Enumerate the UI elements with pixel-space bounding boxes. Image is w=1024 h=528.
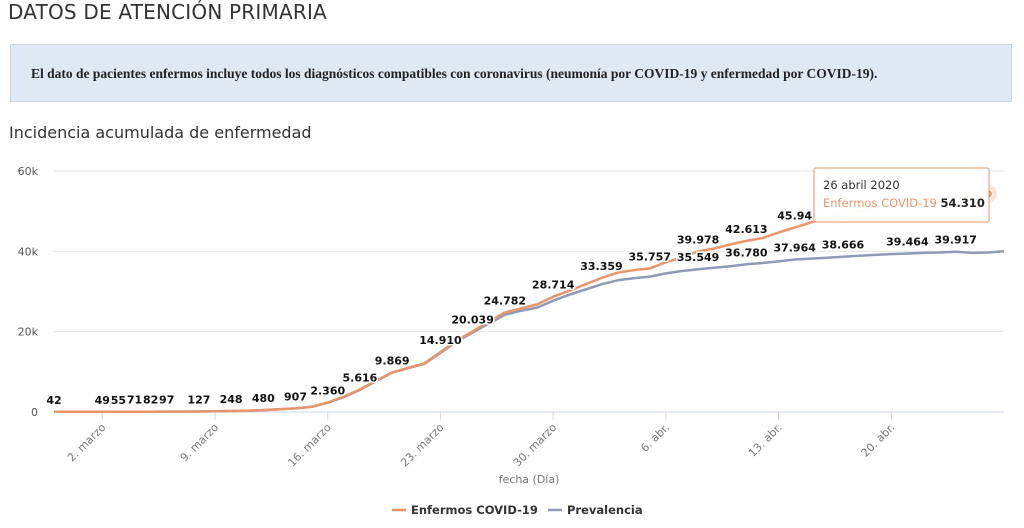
data-label: 35.757: [629, 250, 671, 263]
data-label: 36.780: [725, 246, 768, 259]
data-label: 24.782: [484, 294, 526, 307]
data-label: 49: [95, 394, 110, 407]
data-label: 28.714: [532, 279, 575, 292]
data-label: 14.910: [419, 334, 462, 347]
y-tick-label: 40k: [18, 245, 39, 258]
tooltip-date: 26 abril 2020: [823, 178, 900, 192]
x-tick-label: 30. marzo: [511, 421, 560, 470]
chart-title: Incidencia acumulada de enfermedad: [9, 123, 312, 142]
x-tick-label: 23. marzo: [398, 421, 447, 470]
page-title: DATOS DE ATENCIÓN PRIMARIA: [8, 0, 327, 24]
data-label: 5.616: [343, 371, 378, 384]
data-label: 38.666: [822, 239, 865, 252]
data-label: 42.613: [725, 223, 767, 236]
x-tick-label: 13. abr.: [746, 421, 785, 460]
tooltip-value: 54.310: [941, 196, 985, 210]
data-label: 45.94: [777, 209, 812, 222]
x-tick-label: 9. marzo: [178, 421, 222, 465]
data-label: 33.359: [580, 260, 622, 273]
x-tick-label: 20. abr.: [859, 421, 898, 460]
x-axis-title: fecha (Día): [499, 473, 560, 486]
y-tick-label: 60k: [18, 165, 39, 178]
data-label: 55: [111, 394, 126, 407]
data-label: 2.360: [310, 385, 345, 398]
y-tick-label: 0: [31, 406, 38, 419]
data-label: 37.964: [773, 242, 816, 255]
data-label: 71: [127, 394, 142, 407]
tooltip-box: [813, 167, 990, 223]
legend-label: Enfermos COVID-19: [411, 503, 538, 517]
data-label: 39.464: [886, 235, 929, 248]
legend-item-enfermos[interactable]: Enfermos COVID-19: [392, 503, 538, 517]
legend-item-prevalencia[interactable]: Prevalencia: [548, 503, 643, 517]
data-label: 35.549: [677, 251, 719, 264]
x-tick-label: 6. abr.: [638, 421, 672, 455]
data-label: 127: [187, 393, 210, 406]
tooltip-series-name: Enfermos COVID-19: [823, 196, 941, 210]
y-tick-label: 20k: [18, 326, 39, 339]
data-label: 39.917: [934, 234, 976, 247]
data-label: 9.869: [375, 354, 410, 367]
data-label: 20.039: [451, 314, 493, 327]
data-label: 907: [284, 390, 307, 403]
notice-text: El dato de pacientes enfermos incluye to…: [31, 66, 878, 81]
legend-label: Prevalencia: [567, 503, 643, 517]
info-notice: El dato de pacientes enfermos incluye to…: [10, 44, 1012, 102]
x-tick-label: 2. marzo: [65, 421, 109, 465]
x-tick-label: 16. marzo: [285, 421, 334, 470]
data-label: 82: [143, 394, 158, 407]
tooltip-value-line: Enfermos COVID-19 54.310: [823, 196, 985, 210]
data-label: 39.978: [677, 233, 719, 246]
data-label: 248: [220, 393, 243, 406]
data-label: 42: [46, 394, 61, 407]
data-label: 480: [252, 392, 275, 405]
data-label: 97: [159, 394, 174, 407]
